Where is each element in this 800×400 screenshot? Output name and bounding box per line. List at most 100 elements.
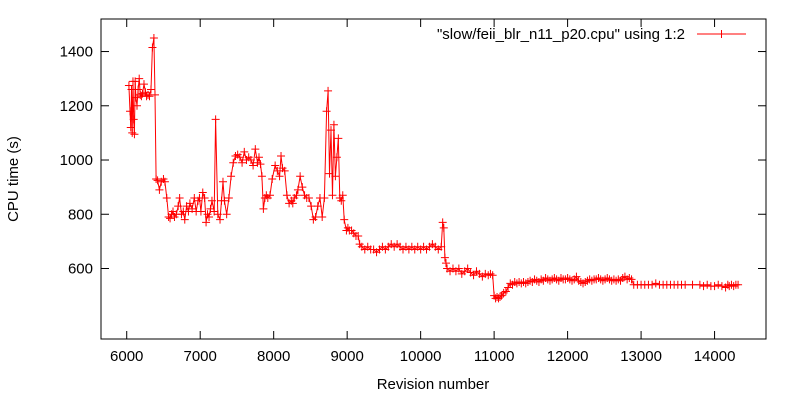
data-point (651, 279, 660, 288)
data-point (222, 210, 231, 219)
data-point (254, 153, 263, 162)
data-point (218, 177, 227, 186)
data-point (135, 74, 144, 83)
x-tick-label: 11000 (474, 348, 515, 365)
data-point (331, 172, 340, 181)
data-point (340, 215, 349, 224)
data-point (235, 153, 244, 162)
data-point (318, 212, 327, 221)
data-point (277, 151, 286, 160)
data-point (326, 126, 335, 135)
data-point (249, 161, 258, 170)
data-point (627, 275, 636, 284)
x-tick-label: 14000 (694, 348, 736, 365)
legend-label: "slow/feii_blr_n11_p20.cpu" using 1:2 (437, 26, 685, 43)
data-point (211, 115, 220, 124)
y-axis-label: CPU time (s) (5, 136, 22, 222)
data-point (139, 80, 148, 89)
data-point (160, 177, 169, 186)
legend: "slow/feii_blr_n11_p20.cpu" using 1:2 (437, 26, 746, 43)
data-point (703, 280, 712, 289)
x-tick-label: 12000 (547, 348, 589, 365)
data-point (231, 151, 240, 160)
data-point (469, 271, 478, 280)
x-tick-label: 10000 (400, 348, 442, 365)
data-point (296, 172, 305, 181)
data-point (213, 210, 222, 219)
data-point (714, 280, 723, 289)
data-point (268, 175, 277, 183)
data-point (124, 81, 133, 90)
data-point (275, 172, 284, 181)
data-point (439, 223, 448, 232)
data-point (130, 130, 139, 139)
data-point (266, 191, 275, 200)
data-point (648, 280, 657, 289)
data-series (124, 33, 743, 303)
data-point (126, 123, 135, 132)
data-point (437, 242, 446, 251)
x-axis-label: Revision number (377, 376, 490, 393)
data-point (175, 193, 184, 202)
data-point (251, 145, 260, 154)
data-point (148, 43, 157, 52)
series-line (128, 37, 739, 300)
data-point (322, 107, 331, 116)
data-point (205, 212, 214, 221)
data-point (729, 282, 738, 291)
data-point (324, 86, 333, 95)
data-point (320, 193, 329, 202)
data-point (196, 207, 205, 216)
data-point (227, 172, 236, 181)
data-point (688, 280, 697, 289)
data-point (337, 196, 346, 205)
data-point (293, 185, 302, 194)
data-point (256, 160, 265, 169)
x-tick-label: 7000 (184, 348, 217, 365)
x-tick-label: 8000 (257, 348, 290, 365)
data-point (166, 214, 175, 223)
data-point (207, 196, 216, 205)
data-point (282, 191, 291, 200)
data-point (710, 282, 719, 291)
x-tick-label: 6000 (110, 348, 143, 365)
legend-marker (717, 30, 726, 38)
data-point (149, 33, 158, 42)
y-tick-label: 600 (68, 260, 93, 277)
data-point (246, 156, 255, 165)
data-point (259, 204, 268, 213)
data-point (220, 196, 229, 205)
data-point (185, 199, 194, 208)
data-point (695, 280, 704, 289)
data-point (734, 280, 743, 289)
data-point (131, 77, 140, 86)
data-point (188, 204, 197, 213)
x-tick-label: 13000 (620, 348, 662, 365)
data-point (133, 101, 142, 110)
data-point (572, 272, 581, 281)
data-point (134, 85, 143, 94)
data-point (151, 90, 160, 99)
data-point (298, 183, 307, 192)
data-point (162, 193, 171, 202)
data-point (224, 193, 233, 202)
data-point (271, 161, 280, 170)
data-point (501, 287, 510, 296)
data-point (496, 292, 504, 301)
data-point (454, 264, 463, 273)
data-point (152, 175, 161, 183)
data-point (463, 264, 472, 273)
data-point (699, 282, 708, 291)
data-point (202, 218, 211, 227)
data-point (313, 202, 322, 211)
data-point (717, 282, 726, 291)
data-point (240, 147, 249, 156)
y-tick-label: 1000 (60, 152, 93, 169)
data-point (198, 188, 207, 197)
data-point (280, 166, 289, 175)
data-point (440, 253, 449, 262)
y-tick-label: 800 (68, 206, 93, 223)
data-point (438, 218, 447, 227)
data-point (338, 191, 347, 200)
